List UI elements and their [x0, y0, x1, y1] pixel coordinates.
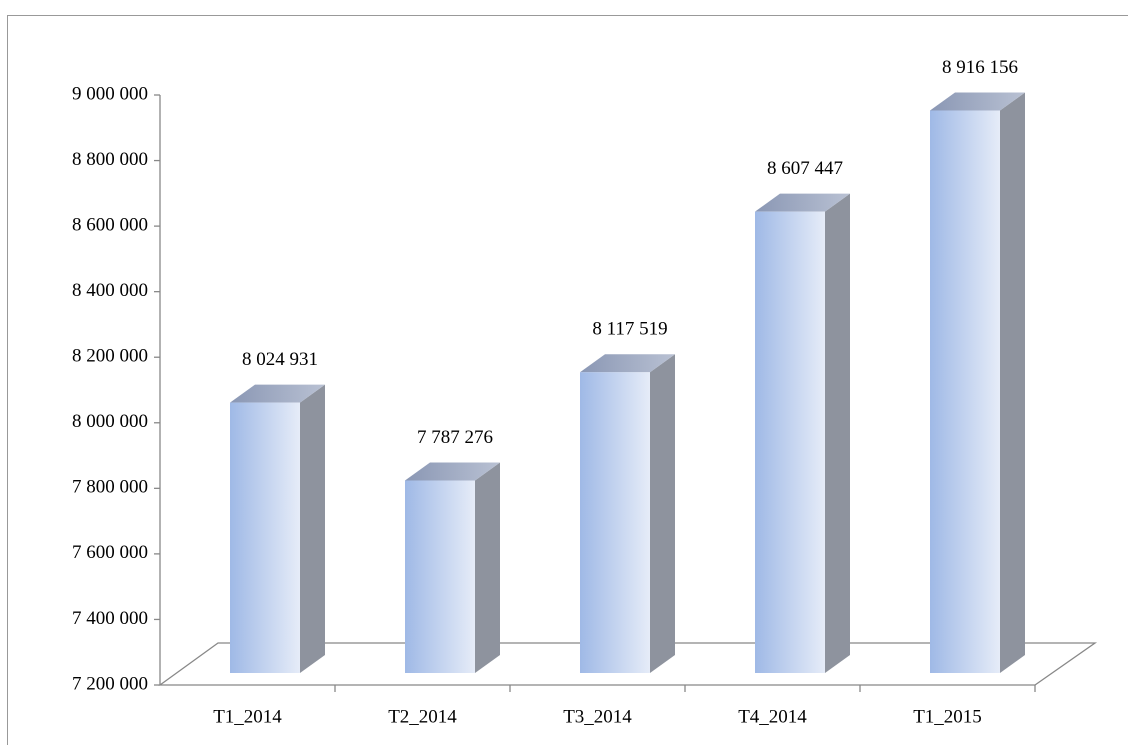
y-tick-label: 8 000 000 [72, 411, 148, 432]
y-tick-label: 7 400 000 [72, 608, 148, 629]
y-tick-label: 7 200 000 [72, 673, 148, 694]
data-label: 8 024 931 [242, 349, 318, 370]
bar-front [580, 372, 650, 673]
bar-side [300, 384, 325, 673]
bar-side [825, 193, 850, 673]
bar-front [230, 402, 300, 673]
bar-top [755, 193, 850, 212]
bar [930, 92, 1025, 674]
data-label: 8 916 156 [942, 57, 1018, 78]
y-tick-label: 8 800 000 [72, 149, 148, 170]
bar-top [405, 462, 500, 481]
data-label: 7 787 276 [417, 427, 493, 448]
data-label: 8 117 519 [592, 319, 667, 340]
bar-front [405, 480, 475, 673]
bar-front [930, 110, 1000, 674]
x-tick-label: T4_2014 [738, 706, 807, 727]
bar [230, 384, 325, 673]
chart-frame [7, 15, 1128, 745]
bar [405, 462, 500, 673]
bar [755, 193, 850, 673]
y-tick-label: 8 400 000 [72, 280, 148, 301]
bar-side [1000, 92, 1025, 674]
bar-side [475, 462, 500, 673]
y-tick-label: 7 600 000 [72, 542, 148, 563]
bar-top [930, 92, 1025, 111]
x-tick-label: T1_2015 [913, 706, 982, 727]
x-tick-label: T2_2014 [388, 706, 457, 727]
x-tick-label: T1_2014 [213, 706, 282, 727]
y-tick-label: 8 200 000 [72, 346, 148, 367]
y-tick-label: 9 000 000 [72, 83, 148, 104]
bar-top [580, 354, 675, 373]
data-label: 8 607 447 [767, 158, 843, 179]
y-tick-label: 8 600 000 [72, 214, 148, 235]
y-tick-label: 7 800 000 [72, 477, 148, 498]
bar [580, 354, 675, 673]
floor [157, 642, 1098, 686]
bar-front [755, 211, 825, 673]
bar-top [230, 384, 325, 403]
x-tick-label: T3_2014 [563, 706, 632, 727]
bar-side [650, 354, 675, 673]
